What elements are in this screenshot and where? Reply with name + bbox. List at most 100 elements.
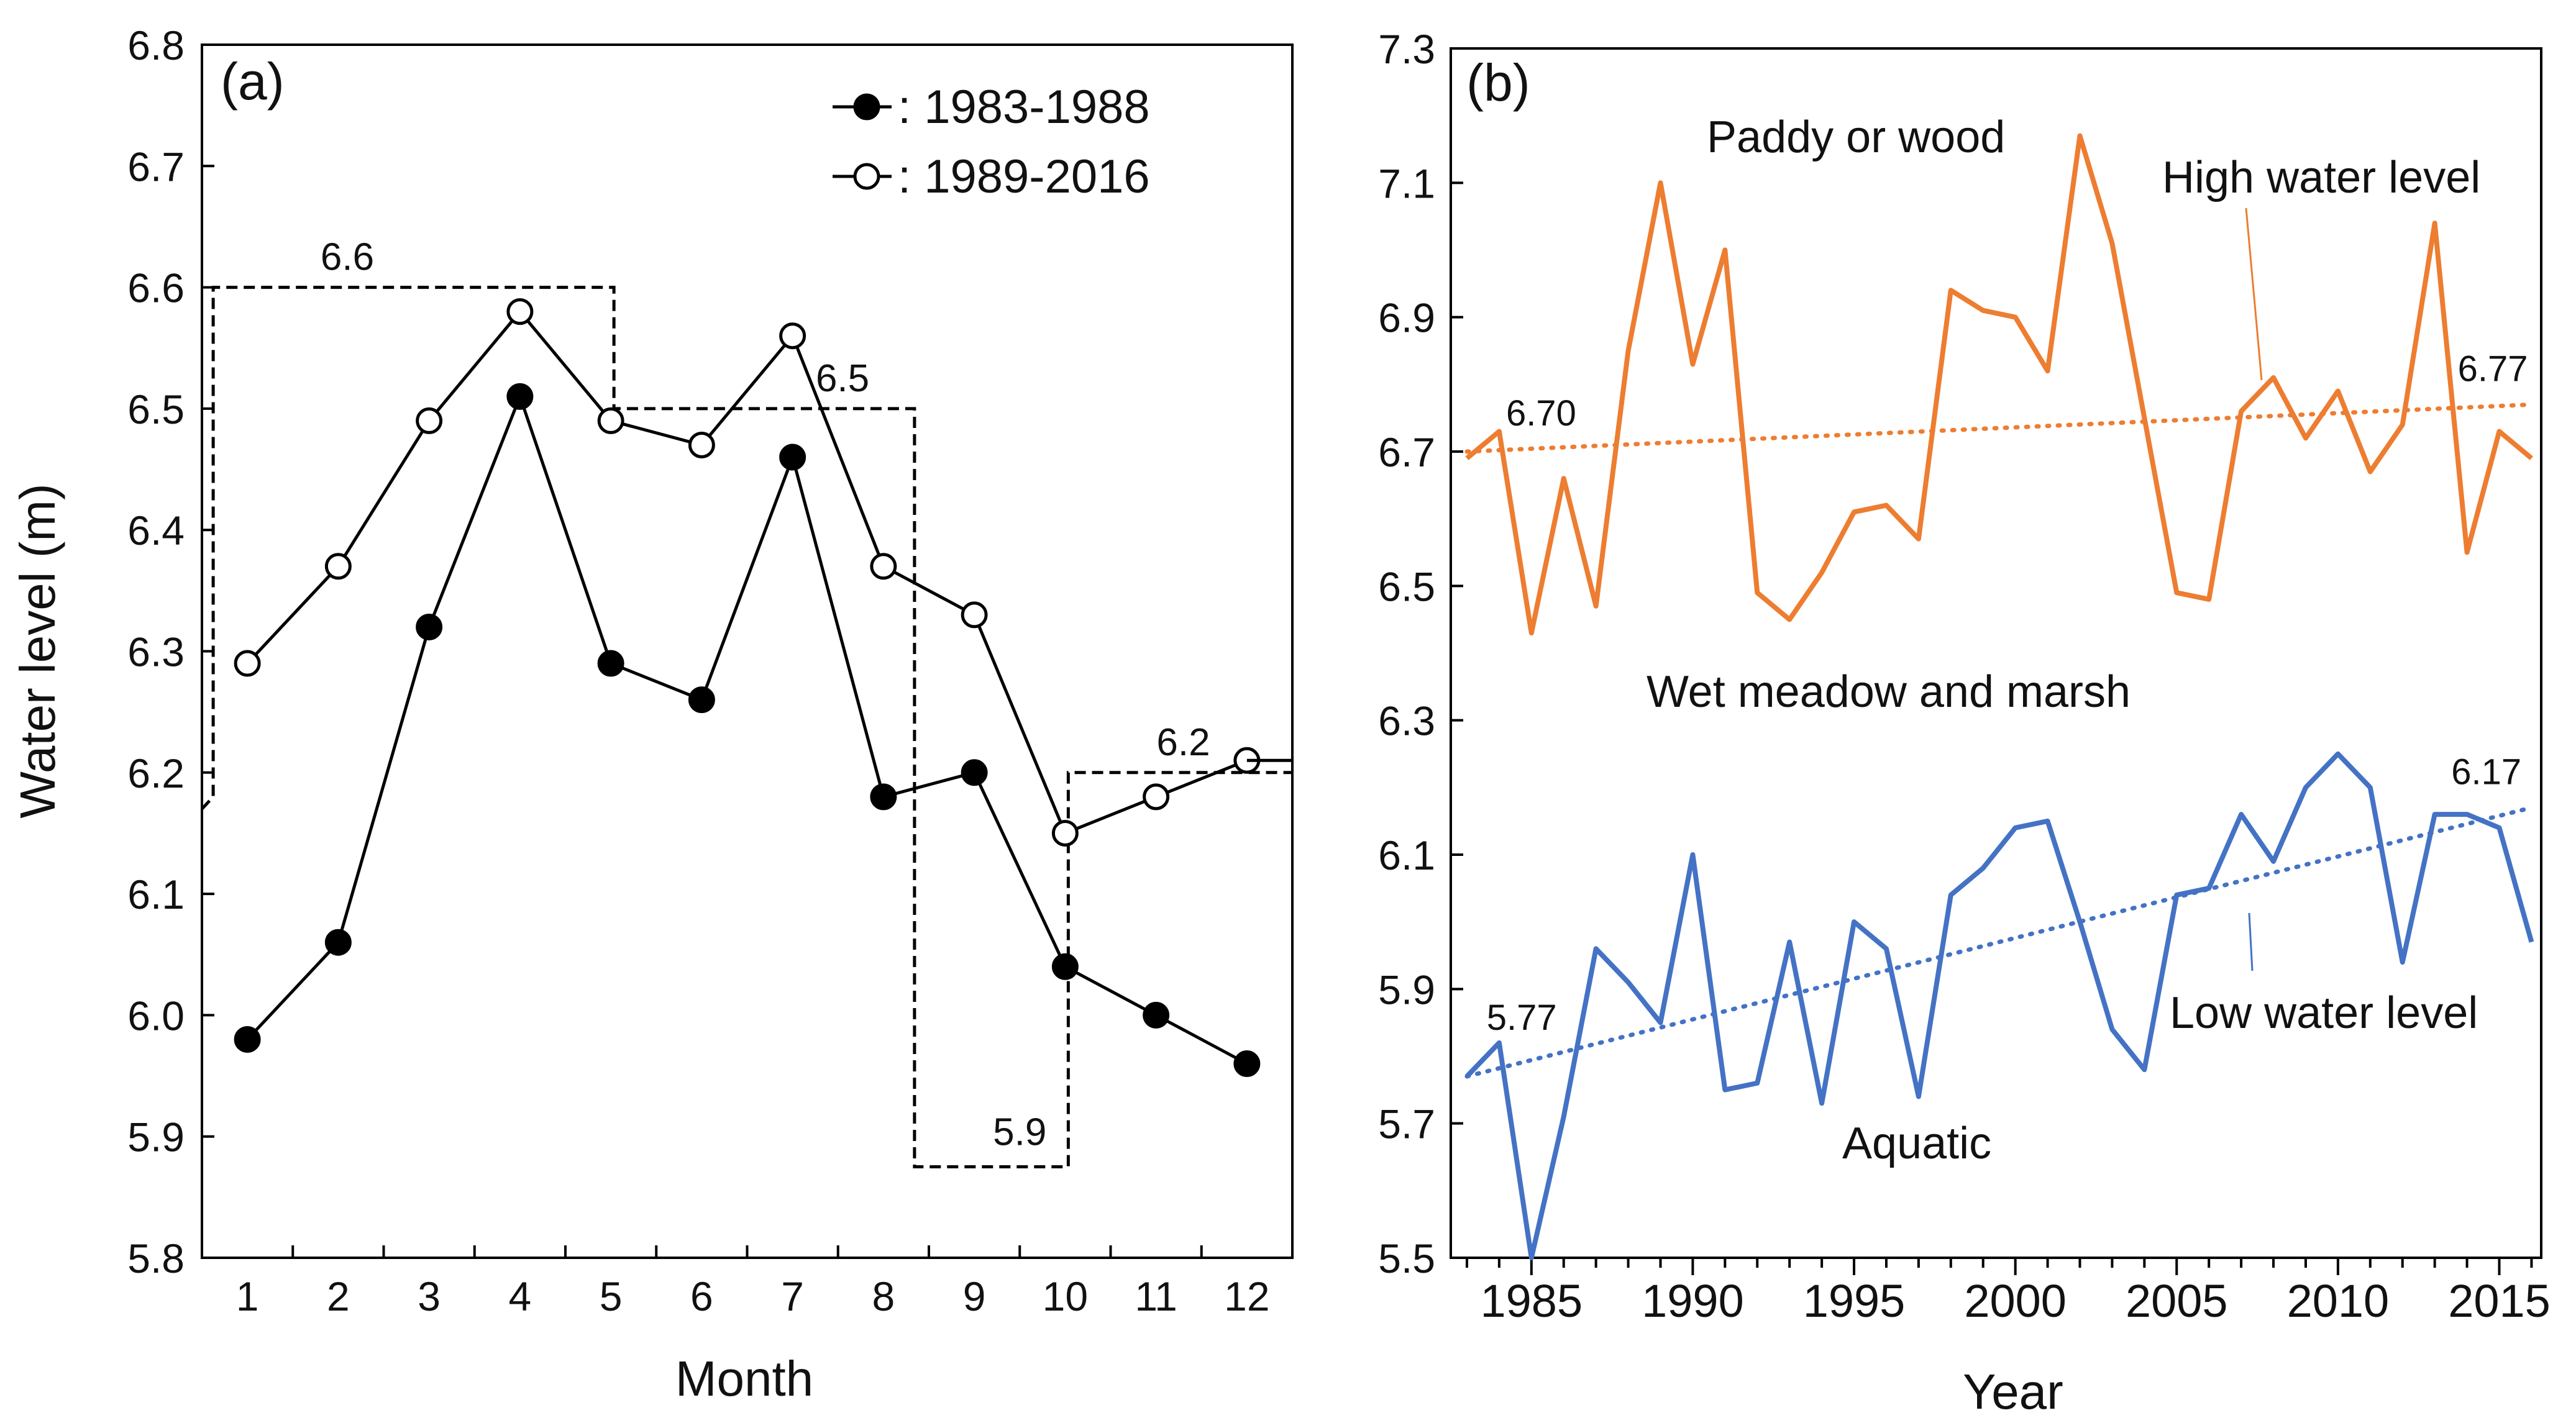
data-point-1983-1988 [779,443,806,471]
x-tick-label-a: 4 [509,1273,532,1319]
panel-a-x-axis: 1 2 3 4 5 6 7 8 9 10 11 12 [201,1245,1294,1319]
x-tick-label-a: 7 [781,1273,804,1319]
x-tick-label-b: 2010 [2287,1275,2390,1327]
legend: : 1983-1988 : 1989-2016 [833,81,1150,203]
low-water-leader-line [2248,912,2254,971]
y-tick-label-a: 6.0 [127,993,185,1039]
annotation-aquatic: Aquatic [1842,1119,1991,1168]
data-point-1983-1988 [234,1025,261,1053]
y-tick-label-b: 5.9 [1378,966,1435,1012]
reference-level-label: 6.2 [1156,721,1210,764]
y-tick-label-a: 6.4 [127,507,185,553]
panel-a-x-label: Month [675,1351,813,1406]
y-tick-label-a: 6.3 [127,629,185,675]
data-point-1983-1988 [1143,1001,1170,1029]
y-tick-label-b: 7.3 [1378,26,1435,72]
data-point-1983-1988 [870,783,897,811]
x-tick-label-a: 10 [1043,1273,1088,1319]
y-tick-label-a: 6.5 [127,386,185,432]
data-point-1989-2016 [779,322,806,350]
trend-end-label: 6.77 [2458,348,2528,389]
data-point-1983-1988 [416,613,443,640]
series-line-high-water-level [1465,133,2533,636]
y-tick-label-b: 6.3 [1378,698,1435,744]
y-tick-label-a: 6.6 [127,265,185,311]
panel-b-series [1465,133,2534,1260]
panel-a-y-label: Water level (m) [10,483,65,818]
annotation-high-water-level: High water level [2162,153,2480,202]
y-tick-label-a: 5.9 [127,1114,185,1160]
y-tick-label-b: 6.7 [1378,429,1435,475]
panel-b-x-label: Year [1963,1364,2063,1419]
x-tick-label-b: 1985 [1480,1275,1583,1327]
y-tick-label-a: 6.7 [127,143,185,189]
data-point-1989-2016 [870,553,897,580]
y-tick-label-b: 6.9 [1378,295,1435,341]
y-tick-label-a: 5.8 [127,1235,185,1281]
y-tick-label-a: 6.2 [127,750,185,796]
annotation-wet-meadow-and-marsh: Wet meadow and marsh [1647,667,2131,717]
x-tick-label-a: 9 [963,1273,986,1319]
x-tick-label-a: 6 [690,1273,713,1319]
panel-b-frame [1450,47,2542,1259]
reference-level-label: 5.9 [993,1111,1046,1154]
panel-a-series [234,298,1292,1078]
legend-marker-1983-1988 [853,93,880,120]
data-point-1989-2016 [961,601,988,629]
annotation-paddy-or-wood: Paddy or wood [1707,112,2005,162]
y-tick-label-b: 7.1 [1378,160,1435,206]
trend-start-label: 6.70 [1506,393,1576,434]
data-point-1983-1988 [506,383,534,410]
data-point-1983-1988 [1233,1050,1261,1078]
data-point-1983-1988 [961,759,988,786]
panel-a-label: (a) [221,52,285,111]
series-line-1989-2016 [246,309,1248,835]
y-tick-label-b: 5.5 [1378,1235,1435,1281]
x-tick-label-a: 12 [1224,1273,1269,1319]
panel-a-y-axis: 5.8 5.9 6.0 6.1 6.2 6.3 6.4 6.5 6.6 6.7 6.8 [127,22,214,1281]
x-tick-label-b: 1990 [1642,1275,1744,1327]
data-point-1989-2016 [688,431,715,458]
series-line-1983-1988 [246,392,1248,1065]
data-point-1983-1988 [597,650,624,677]
data-point-1989-2016 [234,650,261,677]
x-tick-label-a: 1 [236,1273,259,1319]
data-point-1989-2016 [597,407,624,434]
panel-b-label: (b) [1466,53,1530,112]
y-tick-label-a: 6.1 [127,871,185,917]
annotation-low-water-level: Low water level [2170,988,2478,1038]
series-line-low-water-level [1465,751,2534,1260]
trend-end-label: 6.17 [2451,752,2521,792]
panel-b: 5.55.75.96.16.36.56.76.97.17.3 1985 1990 1… [1378,26,2551,1419]
y-tick-label-a: 6.8 [127,22,185,68]
trendline [1464,402,2534,454]
panel-b-y-axis: 5.5 5.7 5.9 6.1 6.3 6.5 6.7 6.9 7.1 7.3 [1378,26,1463,1281]
panel-b-x-axis: 1985 1990 1995 2000 2005 2010 2015 [1465,1258,2551,1327]
reference-level-label: 6.6 [321,236,374,279]
legend-label-1983-1988: : 1983-1988 [898,81,1150,134]
data-point-1989-2016 [1051,819,1079,847]
data-point-1989-2016 [324,553,352,580]
x-tick-label-b: 2015 [2448,1275,2551,1327]
x-tick-label-b: 2005 [2126,1275,2228,1327]
x-tick-label-a: 5 [600,1273,623,1319]
x-tick-label-a: 3 [418,1273,441,1319]
y-tick-label-b: 6.1 [1378,832,1435,878]
x-tick-label-a: 2 [327,1273,350,1319]
y-tick-label-b: 5.7 [1378,1101,1435,1147]
high-water-leader-line [2245,207,2263,381]
x-tick-label-b: 1995 [1803,1275,1906,1327]
x-tick-label-b: 2000 [1964,1275,2067,1327]
x-tick-label-a: 8 [872,1273,895,1319]
data-point-1983-1988 [1051,953,1079,980]
data-point-1983-1988 [688,686,715,714]
trendlines: 6.70 6.77 5.77 6.17 [1464,348,2534,1079]
legend-marker-1989-2016 [853,163,880,190]
data-point-1983-1988 [324,929,352,956]
data-point-1989-2016 [1143,783,1170,811]
data-point-1989-2016 [506,298,534,325]
